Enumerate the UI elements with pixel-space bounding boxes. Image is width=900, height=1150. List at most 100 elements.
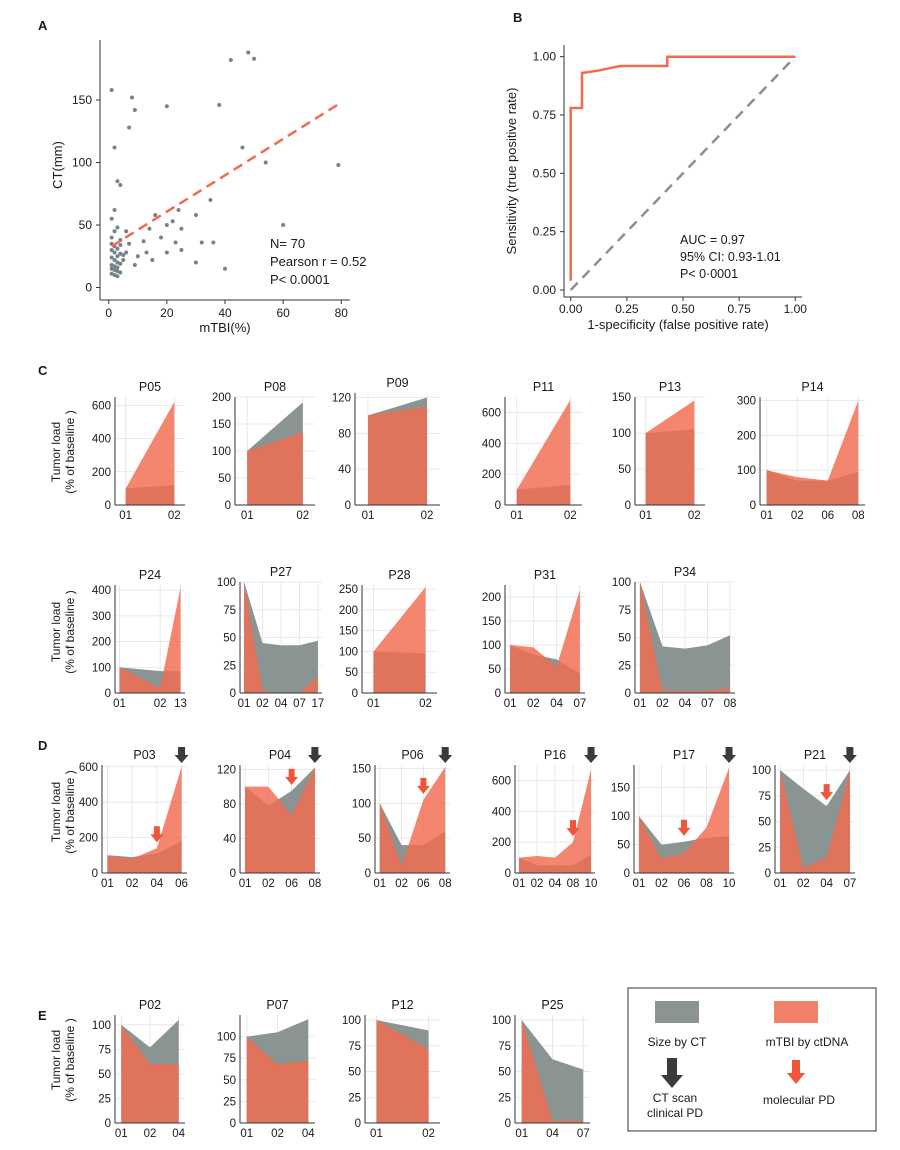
scatter-point xyxy=(208,198,213,202)
y-tick-label: 100 xyxy=(72,156,92,170)
y-tick-label: 0 xyxy=(365,868,371,880)
legend-label-ct-pd-line2: clinical PD xyxy=(647,1106,703,1120)
y-tick-label: 150 xyxy=(482,616,501,628)
area-panel-p02: 0 25 50 75 100 01 02 04 P02 xyxy=(92,998,186,1140)
y-tick-label: 200 xyxy=(492,837,511,849)
area-panel-p07: 0 25 50 75 100 01 02 04 P07 xyxy=(217,998,315,1140)
scatter-point xyxy=(112,258,117,262)
y-tick-label: 150 xyxy=(352,763,371,775)
scatter-point xyxy=(141,239,146,244)
y-tick-label: 150 xyxy=(339,626,358,638)
scatter-point xyxy=(179,248,184,252)
x-tick-label: 01 xyxy=(633,878,646,890)
mtbi-area xyxy=(373,587,426,693)
x-tick-label: 02 xyxy=(256,698,269,710)
x-tick-label: 01 xyxy=(504,698,517,710)
x-tick-label: 07 xyxy=(577,1128,590,1140)
section-letter-e: E xyxy=(38,1008,47,1023)
y-tick-label: 200 xyxy=(92,467,111,479)
y-tick-label: 50 xyxy=(223,633,236,645)
x-tick-label: 0.75 xyxy=(727,302,751,316)
x-tick-label: 02 xyxy=(688,510,701,522)
arrow-shaft xyxy=(681,819,687,829)
legend-swatch-ct xyxy=(655,1001,699,1023)
y-tick-label: 50 xyxy=(498,1067,511,1079)
scatter-point xyxy=(115,274,120,279)
x-tick-label: 02 xyxy=(144,1128,157,1140)
y-tick-label: 75 xyxy=(223,1053,236,1065)
scatter-point xyxy=(179,226,184,231)
y-tick-label: 100 xyxy=(737,465,756,477)
area-panel-p06: 0 50 100 150 01 02 06 08 P06 xyxy=(352,747,453,890)
area-panel-p24: 0 100 200 300 400 01 02 13 P24 xyxy=(92,568,187,710)
scatter-point xyxy=(115,246,120,251)
mtbi-area xyxy=(119,587,181,693)
x-tick-label: 01 xyxy=(241,510,254,522)
legend-ct-arrow-icon xyxy=(661,1058,683,1088)
x-tick-label: 08 xyxy=(439,878,452,890)
ct-pd-arrow-icon xyxy=(307,747,322,763)
panel-title: P11 xyxy=(533,380,554,394)
scatter-point xyxy=(252,56,257,61)
y-tick-label: 0 xyxy=(105,688,111,700)
mtbi-area xyxy=(379,767,446,873)
molecular-pd-arrow-icon xyxy=(820,784,834,801)
y-tick-label: 25 xyxy=(618,660,631,672)
x-tick-label: 02 xyxy=(422,1128,435,1140)
arrow-shaft xyxy=(153,826,160,836)
mtbi-area xyxy=(638,767,730,873)
scatter-point xyxy=(124,229,129,234)
scatter-point xyxy=(164,104,169,109)
mtbi-area xyxy=(125,402,175,505)
y-tick-label: 600 xyxy=(482,407,501,419)
area-panel-p09: 0 40 80 120 01 02 P09 xyxy=(332,376,440,522)
area-panel-p31: 0 50 100 150 200 01 02 04 07 P31 xyxy=(482,568,586,710)
x-tick-label: 01 xyxy=(510,510,523,522)
y-tick-label: 75 xyxy=(223,605,236,617)
x-tick-label: 02 xyxy=(296,510,309,522)
y-tick-label: 400 xyxy=(92,585,111,597)
panel-title: P14 xyxy=(801,380,823,394)
area-panel-p13: 0 50 100 150 01 02 P13 xyxy=(612,380,705,522)
ct-pd-arrow-icon xyxy=(174,747,189,763)
arrow-head xyxy=(722,755,737,763)
x-tick-label: 07 xyxy=(573,698,586,710)
mtbi-area xyxy=(516,400,571,505)
area-panel-p21: 0 25 50 75 100 01 02 04 07 P21 xyxy=(752,747,857,890)
scatter-point xyxy=(217,103,222,107)
scatter-point xyxy=(118,261,123,266)
x-tick-label: 04 xyxy=(546,1128,559,1140)
y-tick-label: 25 xyxy=(498,1092,511,1104)
y-tick-label: 0.50 xyxy=(533,166,557,180)
x-tick-label: 01 xyxy=(238,698,251,710)
scatter-point xyxy=(135,254,140,259)
y-tick-label: 0 xyxy=(625,688,631,700)
mtbi-area xyxy=(518,769,592,873)
legend-label-ct: Size by CT xyxy=(648,1035,707,1049)
mtbi-area xyxy=(639,582,731,693)
arrow-shaft xyxy=(846,747,854,756)
x-tick-label: 08 xyxy=(308,878,321,890)
scatter-point xyxy=(132,108,137,112)
y-tick-label: 0.75 xyxy=(533,108,557,122)
y-tick-label: 0 xyxy=(105,500,111,512)
y-tick-label: 600 xyxy=(92,400,111,412)
y-tick-label: 50 xyxy=(488,664,501,676)
row3-ylabel-line1: Tumor load xyxy=(49,782,63,842)
y-tick-label: 0 xyxy=(85,281,92,295)
scatter-point xyxy=(164,250,169,255)
scatter-point xyxy=(127,125,132,130)
molecular-pd-arrow-icon xyxy=(285,768,299,785)
panel-title: P13 xyxy=(659,380,681,394)
area-panel-p17: 0 50 100 150 01 02 06 08 10 P17 xyxy=(611,747,737,890)
y-tick-label: 100 xyxy=(92,1020,111,1032)
mtbi-area xyxy=(367,406,428,505)
y-tick-label: 150 xyxy=(212,419,231,431)
panel-title: P17 xyxy=(673,748,695,762)
row3-ylabel-line2: (% of baseline ) xyxy=(63,770,77,853)
stat-annotation: P< 0·0001 xyxy=(680,267,738,281)
x-axis-title: 1-specificity (false positive rate) xyxy=(587,317,768,332)
ct-pd-arrow-icon xyxy=(584,747,599,763)
y-tick-label: 120 xyxy=(217,764,236,776)
ct-pd-arrow-icon xyxy=(842,747,857,763)
